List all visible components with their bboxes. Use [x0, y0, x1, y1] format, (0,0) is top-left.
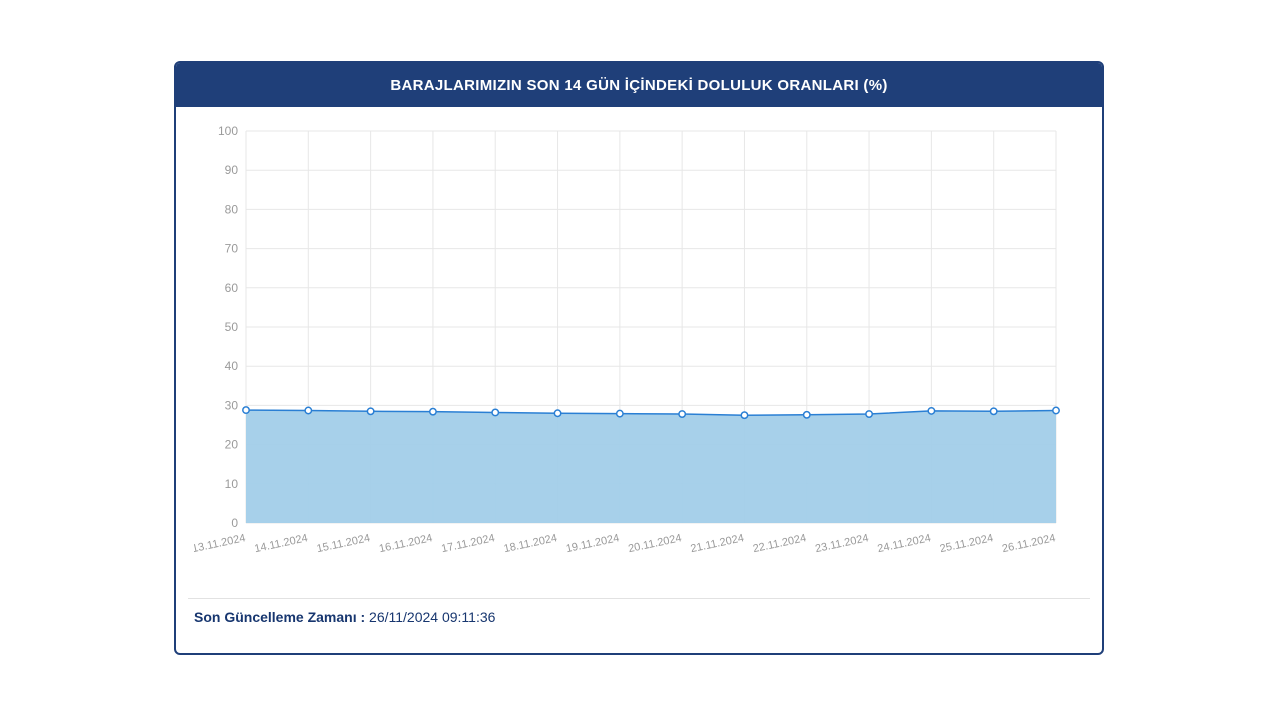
svg-text:15.11.2024: 15.11.2024: [316, 532, 372, 555]
svg-text:17.11.2024: 17.11.2024: [440, 532, 496, 555]
footer-label: Son Güncelleme Zamanı :: [194, 609, 365, 625]
footer-divider: [188, 598, 1090, 599]
svg-text:23.11.2024: 23.11.2024: [814, 532, 870, 555]
svg-text:50: 50: [225, 320, 239, 334]
svg-text:21.11.2024: 21.11.2024: [690, 532, 746, 555]
svg-text:20: 20: [225, 438, 239, 452]
chart-panel: BARAJLARIMIZIN SON 14 GÜN İÇİNDEKİ DOLUL…: [174, 61, 1104, 655]
svg-text:25.11.2024: 25.11.2024: [939, 532, 995, 555]
footer-text: Son Güncelleme Zamanı : 26/11/2024 09:11…: [194, 609, 1084, 625]
svg-text:10: 10: [225, 477, 239, 491]
svg-text:13.11.2024: 13.11.2024: [194, 532, 247, 555]
svg-text:24.11.2024: 24.11.2024: [876, 532, 932, 555]
area-chart: 0 10 20 30 40 50 60 70 80 90 100 13.11.2024 14.11.20…: [194, 113, 1084, 593]
panel-title: BARAJLARIMIZIN SON 14 GÜN İÇİNDEKİ DOLUL…: [390, 77, 887, 94]
svg-text:16.11.2024: 16.11.2024: [378, 532, 434, 555]
svg-text:20.11.2024: 20.11.2024: [627, 532, 683, 555]
panel-header: BARAJLARIMIZIN SON 14 GÜN İÇİNDEKİ DOLUL…: [176, 63, 1102, 107]
footer-value: 26/11/2024 09:11:36: [369, 609, 495, 625]
svg-text:19.11.2024: 19.11.2024: [565, 532, 621, 555]
svg-text:18.11.2024: 18.11.2024: [503, 532, 559, 555]
svg-text:60: 60: [225, 281, 239, 295]
svg-text:30: 30: [225, 398, 239, 412]
svg-text:22.11.2024: 22.11.2024: [752, 532, 808, 555]
svg-text:100: 100: [218, 124, 238, 138]
svg-text:26.11.2024: 26.11.2024: [1001, 532, 1057, 555]
svg-text:14.11.2024: 14.11.2024: [253, 532, 309, 555]
svg-text:80: 80: [225, 202, 239, 216]
svg-text:70: 70: [225, 242, 239, 256]
svg-text:90: 90: [225, 163, 239, 177]
panel-body: 0 10 20 30 40 50 60 70 80 90 100 13.11.2024 14.11.20…: [176, 107, 1102, 653]
svg-text:40: 40: [225, 359, 239, 373]
svg-text:0: 0: [231, 516, 238, 530]
